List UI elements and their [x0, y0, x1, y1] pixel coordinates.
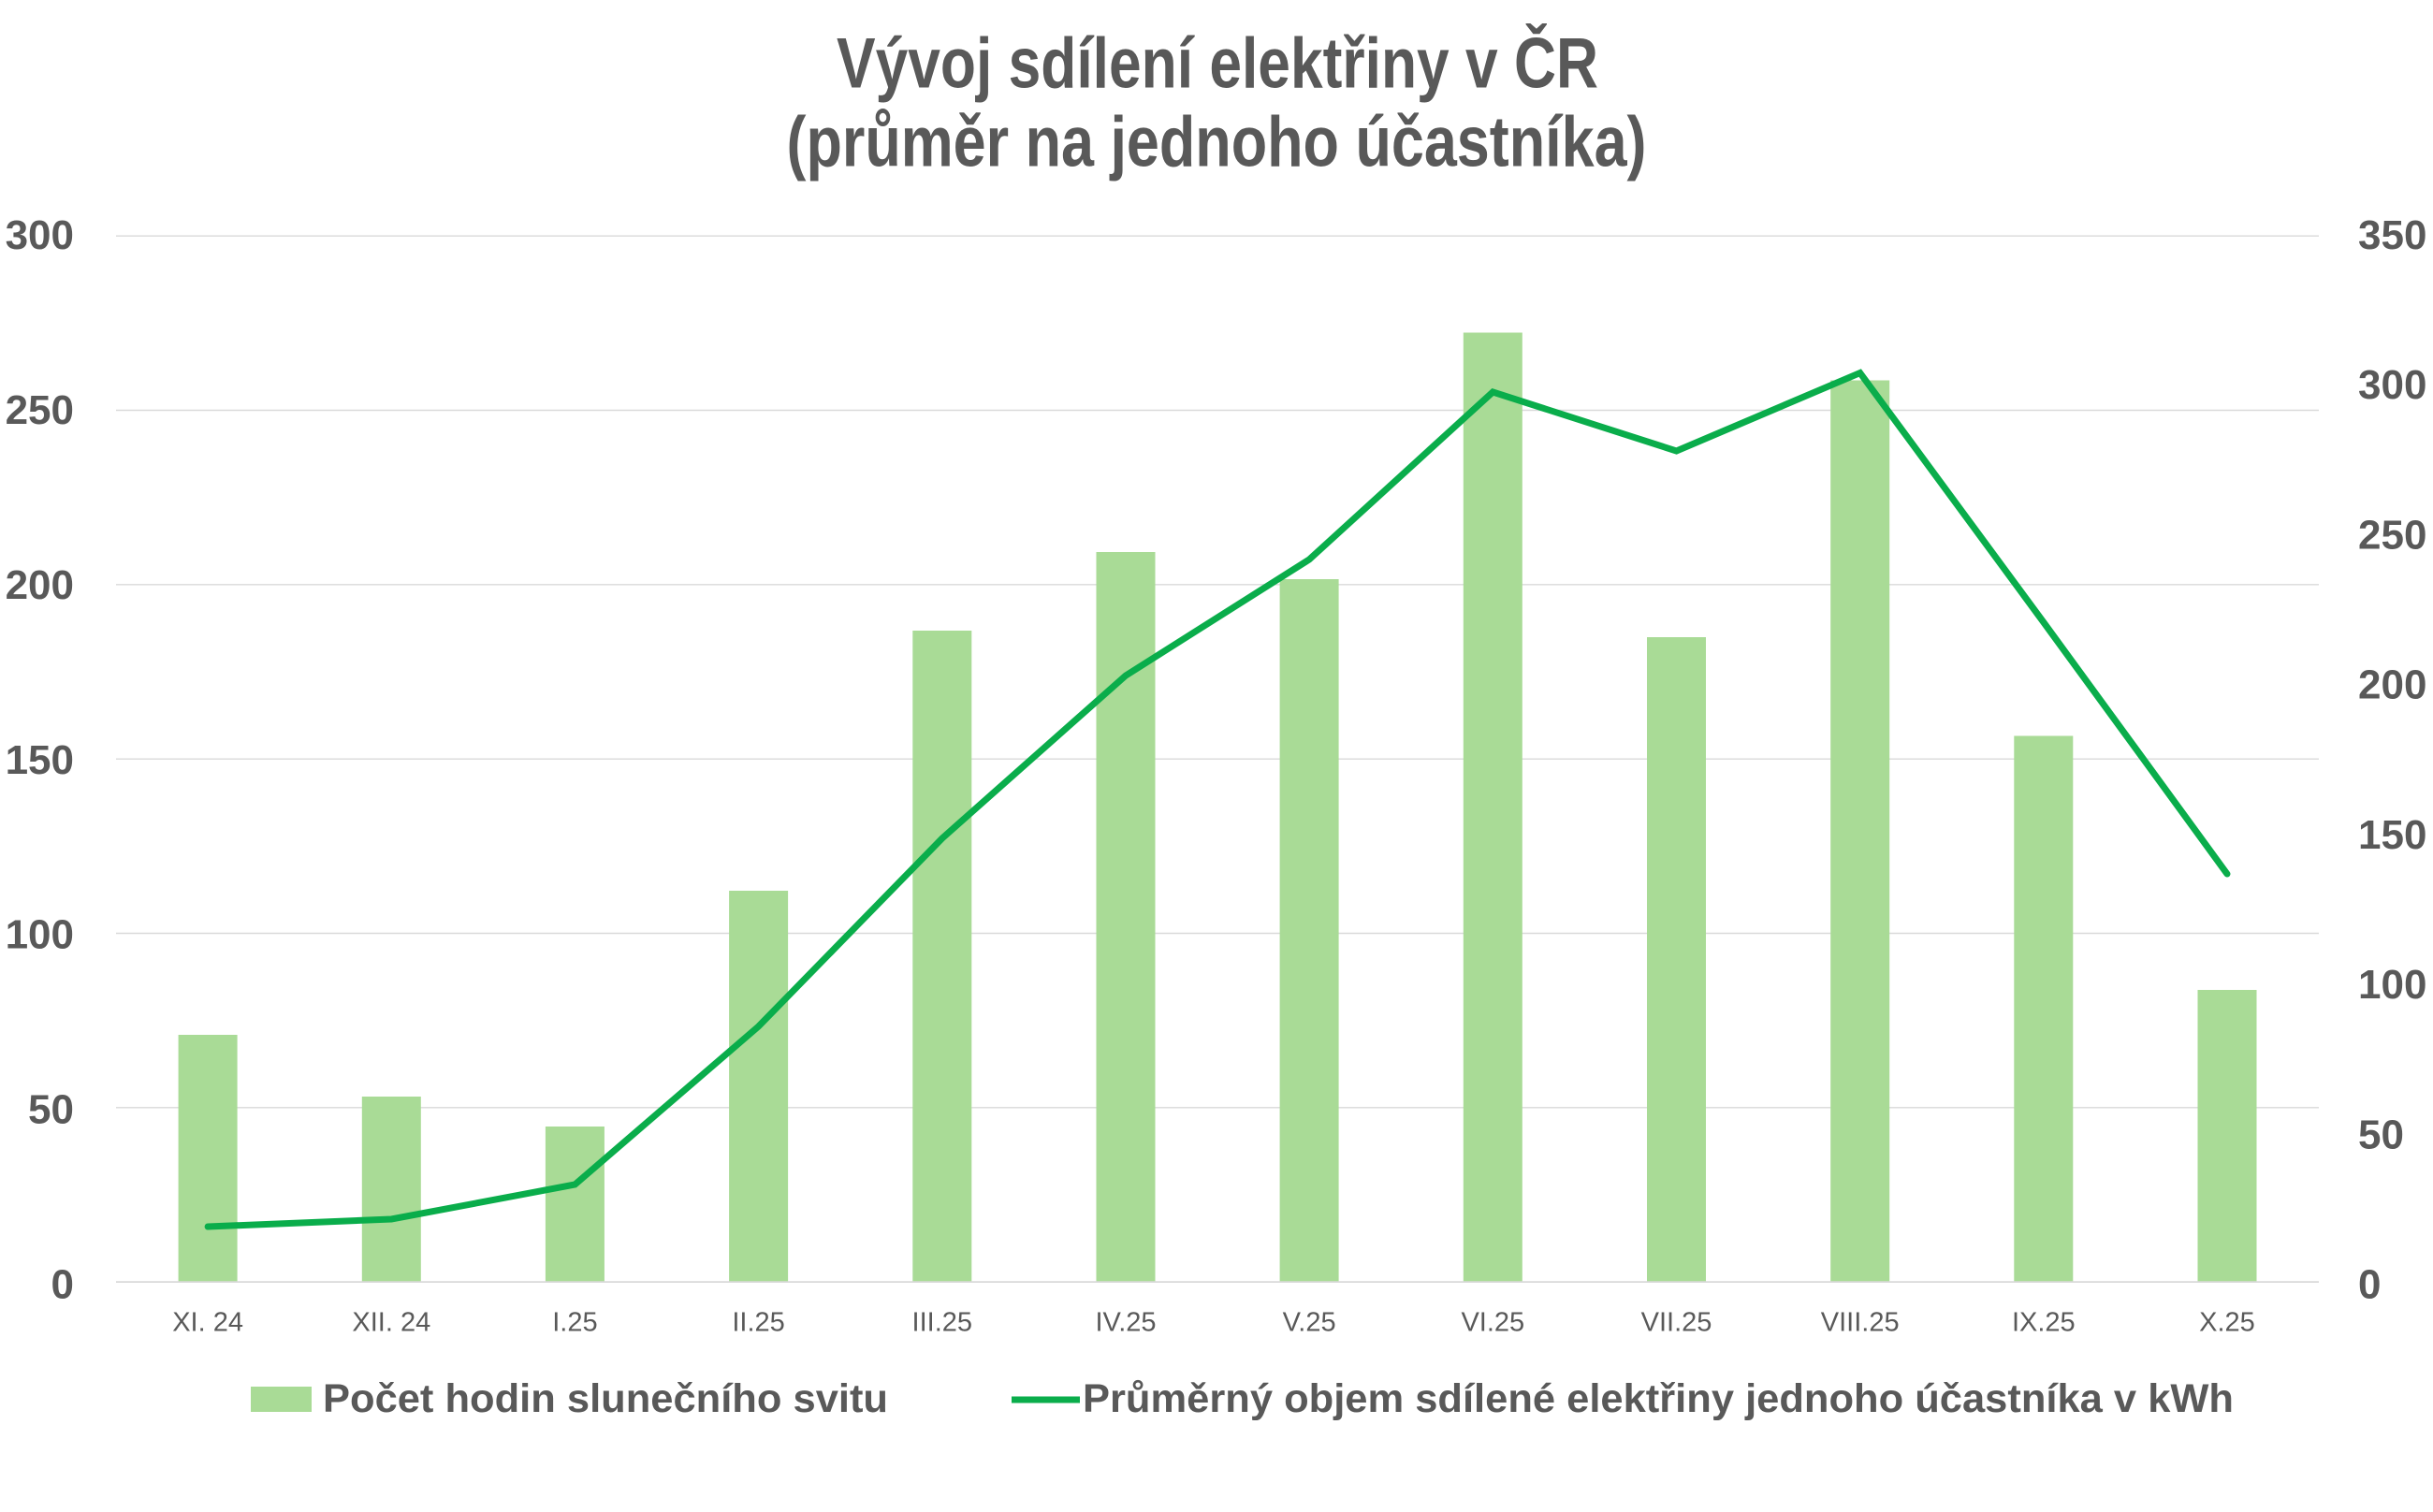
svg-text:VII.25: VII.25 [1641, 1308, 1712, 1338]
svg-text:100: 100 [2358, 962, 2426, 1008]
svg-text:Počet hodin slunečního svitu: Počet hodin slunečního svitu [323, 1376, 888, 1421]
svg-text:0: 0 [51, 1262, 74, 1308]
svg-text:0: 0 [2358, 1262, 2381, 1308]
svg-text:250: 250 [6, 387, 74, 433]
svg-text:200: 200 [2358, 662, 2426, 708]
svg-text:VI.25: VI.25 [1461, 1308, 1524, 1338]
svg-text:100: 100 [6, 912, 74, 958]
svg-text:350: 350 [2358, 212, 2426, 258]
svg-text:I.25: I.25 [552, 1308, 597, 1338]
svg-text:V.25: V.25 [1283, 1308, 1336, 1338]
svg-text:IX.25: IX.25 [2012, 1308, 2076, 1338]
svg-text:300: 300 [2358, 362, 2426, 408]
svg-text:50: 50 [28, 1087, 74, 1133]
svg-text:50: 50 [2358, 1112, 2404, 1157]
svg-text:XI. 24: XI. 24 [172, 1308, 243, 1338]
svg-text:II.25: II.25 [732, 1308, 784, 1338]
svg-text:150: 150 [6, 737, 74, 783]
svg-text:250: 250 [2358, 512, 2426, 558]
svg-text:IV.25: IV.25 [1095, 1308, 1156, 1338]
svg-text:300: 300 [6, 212, 74, 258]
svg-text:200: 200 [6, 562, 74, 608]
svg-text:III.25: III.25 [912, 1308, 973, 1338]
svg-text:Průměrný objem sdílené elektři: Průměrný objem sdílené elektřiny jednoho… [1083, 1376, 2234, 1421]
svg-text:150: 150 [2358, 812, 2426, 858]
svg-text:X.25: X.25 [2199, 1308, 2255, 1338]
svg-text:XII. 24: XII. 24 [352, 1308, 430, 1338]
svg-text:(průměr na jednoho účastníka): (průměr na jednoho účastníka) [787, 102, 1647, 182]
svg-text:Vývoj sdílení elektřiny v ČR: Vývoj sdílení elektřiny v ČR [837, 23, 1598, 103]
svg-text:VIII.25: VIII.25 [1821, 1308, 1900, 1338]
